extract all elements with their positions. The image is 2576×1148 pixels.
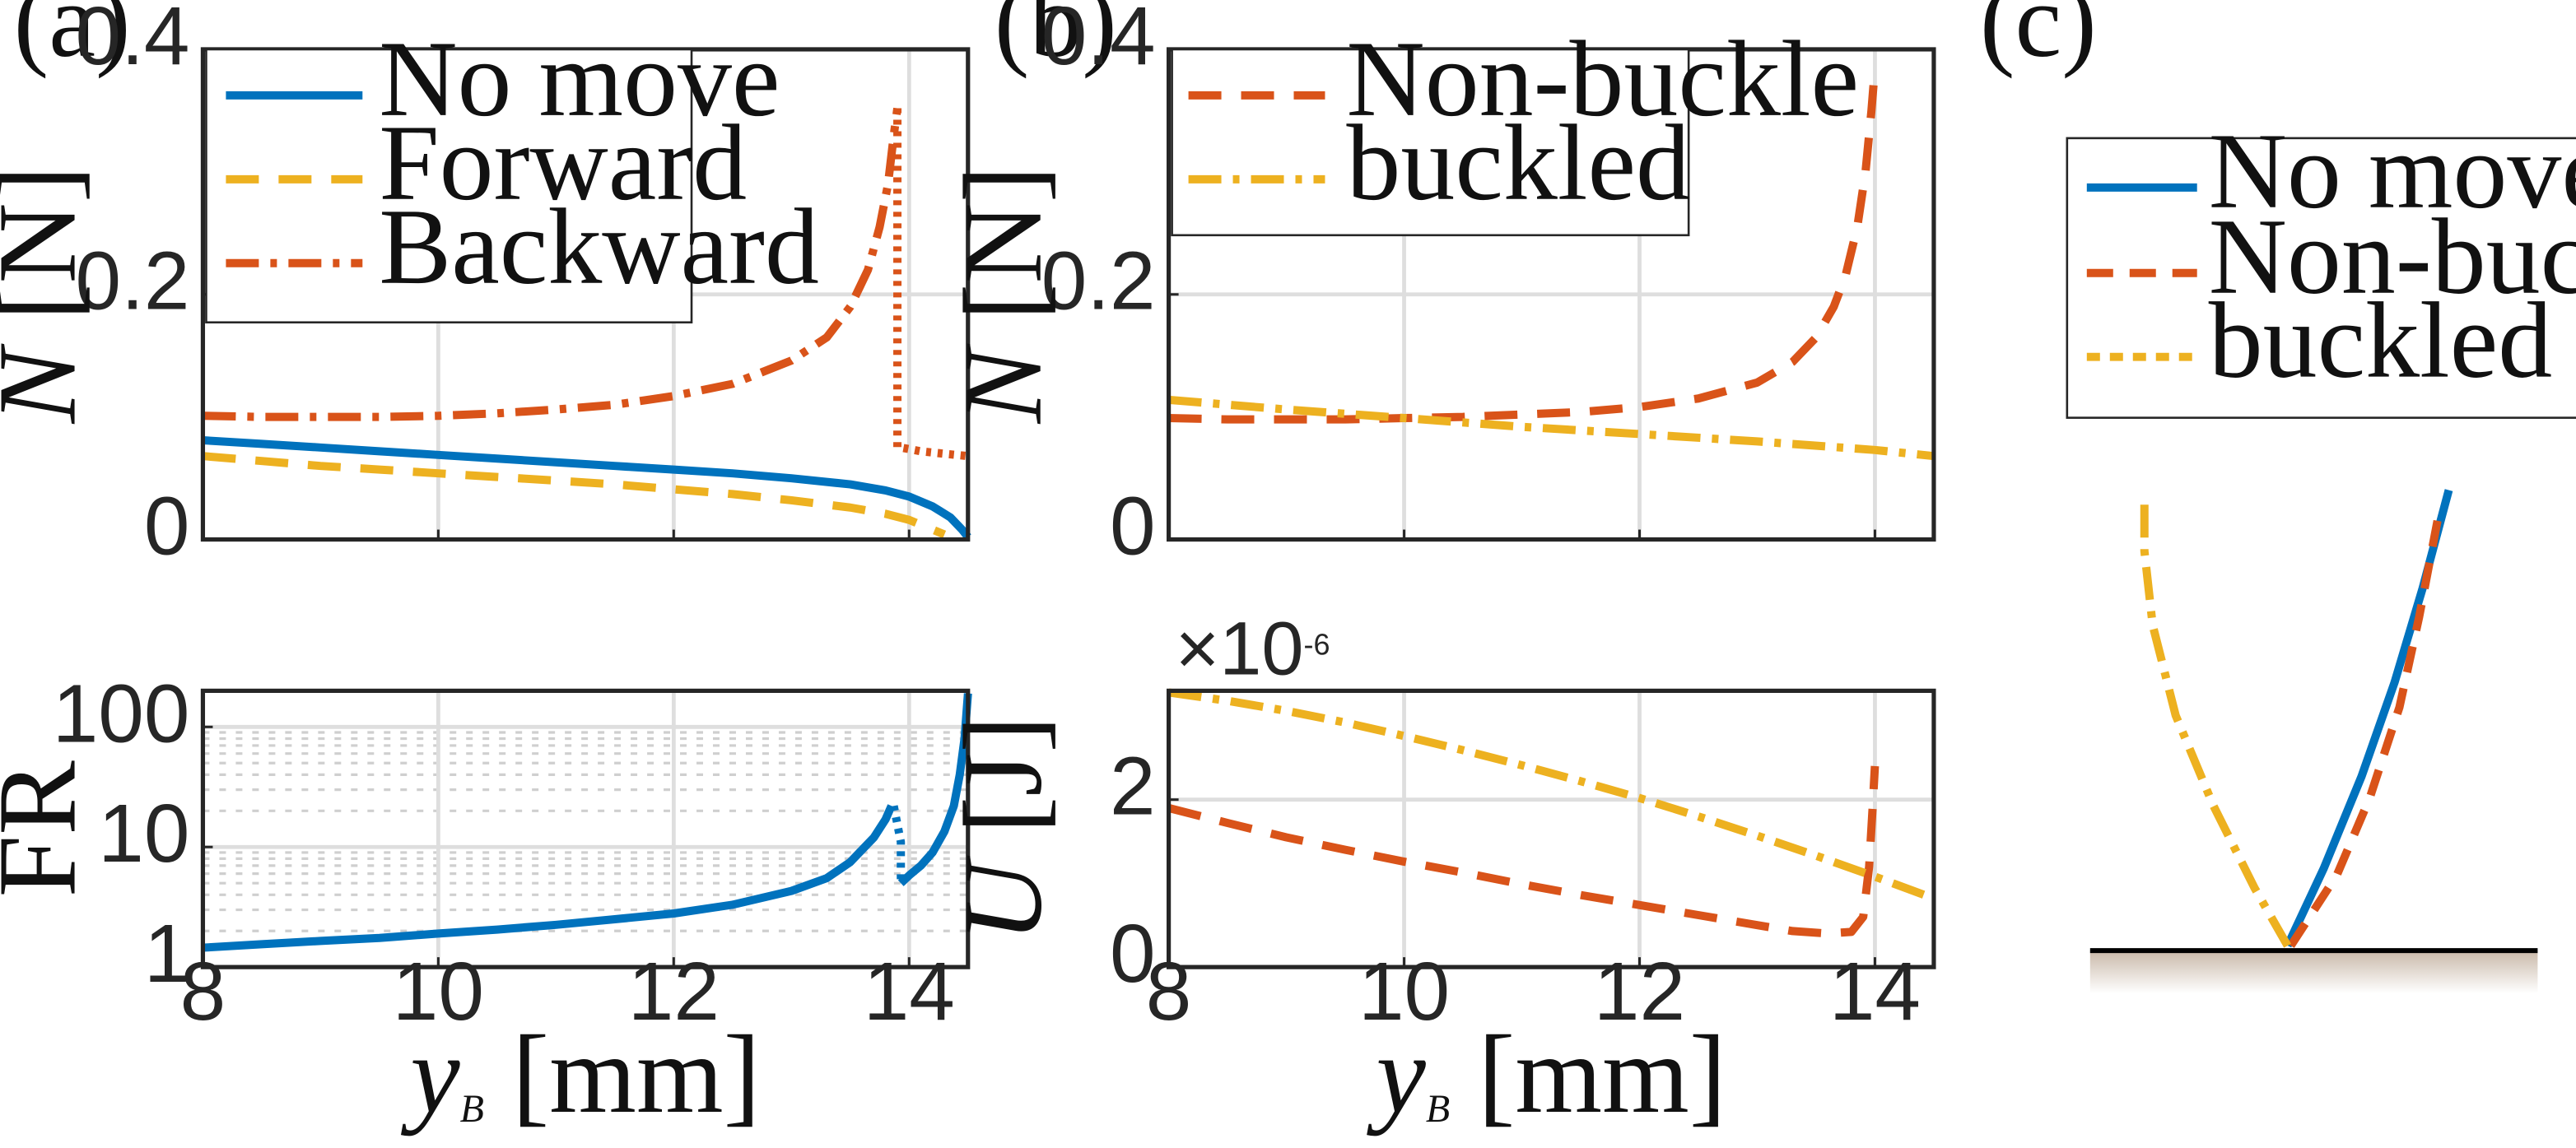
b_top-y-tick-label: 0.4	[1041, 0, 1156, 82]
b_top-y-tick-label: 0	[1110, 481, 1156, 573]
a_bottom-x-axis-label: yB [mm]	[400, 1013, 761, 1136]
shape-c	[2089, 489, 2538, 994]
legend-c-label-no-move: No move	[2209, 110, 2576, 231]
panel-label-b: (b)	[995, 0, 1117, 79]
b_bottom-x-tick-label: 10	[1358, 946, 1450, 1038]
panel-label-c: (c)	[1980, 0, 2097, 79]
b_bottom-x-tick-label: 14	[1829, 946, 1921, 1038]
a_bottom-series-connector-1	[889, 805, 906, 884]
a_bottom-x-tick-label: 14	[864, 946, 955, 1038]
legend-b: Non-buckle buckled	[1171, 18, 1859, 237]
a_bottom-x-tick-label: 10	[393, 946, 484, 1038]
shape-c-no-move	[2284, 489, 2453, 948]
b_bottom-x-axis-label: yB [mm]	[1367, 1013, 1727, 1136]
legend-a: No move Forward Backward	[205, 18, 819, 324]
a_bottom-axes-frame	[200, 688, 971, 969]
b_bottom-series-buckled	[1167, 688, 1935, 903]
b_bottom-plot-area	[1168, 690, 1934, 968]
b_top-y-axis-label: N [N]	[942, 165, 1065, 424]
b_top-y-tick-label: 0.2	[1041, 236, 1156, 328]
a_top-y-tick-label: 0.4	[76, 0, 190, 82]
legend-a-label-forward: Forward	[379, 102, 747, 223]
panel-label-a: (a)	[14, 0, 131, 79]
shape-c-buckled	[2140, 493, 2291, 948]
legend-a-label-no-move: No move	[379, 18, 780, 139]
a_bottom-y-tick-label: 10	[98, 788, 189, 880]
a_top-y-tick-label: 0.2	[76, 236, 190, 328]
b_bottom-x-tick-label: 12	[1594, 946, 1685, 1038]
b_bottom-y-axis-label: U [J]	[942, 716, 1065, 943]
a_bottom-series-connector-2	[897, 693, 972, 886]
b_bottom-axes-frame	[1167, 688, 1936, 969]
a_top-series-backward	[203, 107, 901, 421]
b_bottom-series-non-buckle	[1167, 765, 1880, 938]
a_top-y-axis-label: N [N]	[0, 165, 100, 424]
chart-b-bottom: 0 2 8 10 12 14 U [J] yB [mm] ×10-6	[942, 607, 1936, 1136]
legend-b-label-non-buckle: Non-buckle	[1346, 18, 1859, 139]
a_bottom-y-tick-label: 100	[53, 668, 190, 760]
shape-c-curves	[2140, 489, 2453, 948]
b_top-series-non-buckle	[1168, 67, 1880, 424]
b_top-series-buckled	[1168, 395, 1935, 461]
chart-a-bottom: 1 10 100 8 10 12 14 FR yB [mm]	[0, 668, 972, 1136]
b_bottom-y-tick-label: 2	[1110, 741, 1156, 833]
legend-b-box	[1171, 48, 1690, 237]
shape-c-non-buckle	[2287, 512, 2443, 948]
legend-c-label-non-buckle: Non-buckle	[2209, 196, 2576, 317]
legend-b-label-buckled: buckled	[1346, 102, 1690, 223]
a_bottom-x-tick-label: 8	[180, 946, 226, 1038]
a_top-series-forward	[203, 452, 947, 539]
ground-surface	[2089, 950, 2538, 994]
a_bottom-y-tick-label: 1	[144, 909, 190, 1000]
a_bottom-y-axis-label: FR	[0, 760, 100, 898]
a_bottom-x-tick-label: 12	[628, 946, 720, 1038]
b_bottom-y-tick-label: 0	[1110, 909, 1156, 1000]
legend-a-label-backward: Backward	[379, 186, 819, 307]
a_top-series-no-move	[203, 436, 971, 540]
legend-c: No move Non-buckle buckled	[2066, 110, 2576, 419]
legend-c-label-buckled: buckled	[2209, 280, 2553, 401]
b_bottom-scale-factor: ×10-6	[1176, 607, 1330, 690]
a_top-y-tick-label: 0	[144, 481, 190, 573]
a_bottom-series-no-move	[203, 804, 896, 952]
b_bottom-x-tick-label: 8	[1146, 946, 1192, 1038]
